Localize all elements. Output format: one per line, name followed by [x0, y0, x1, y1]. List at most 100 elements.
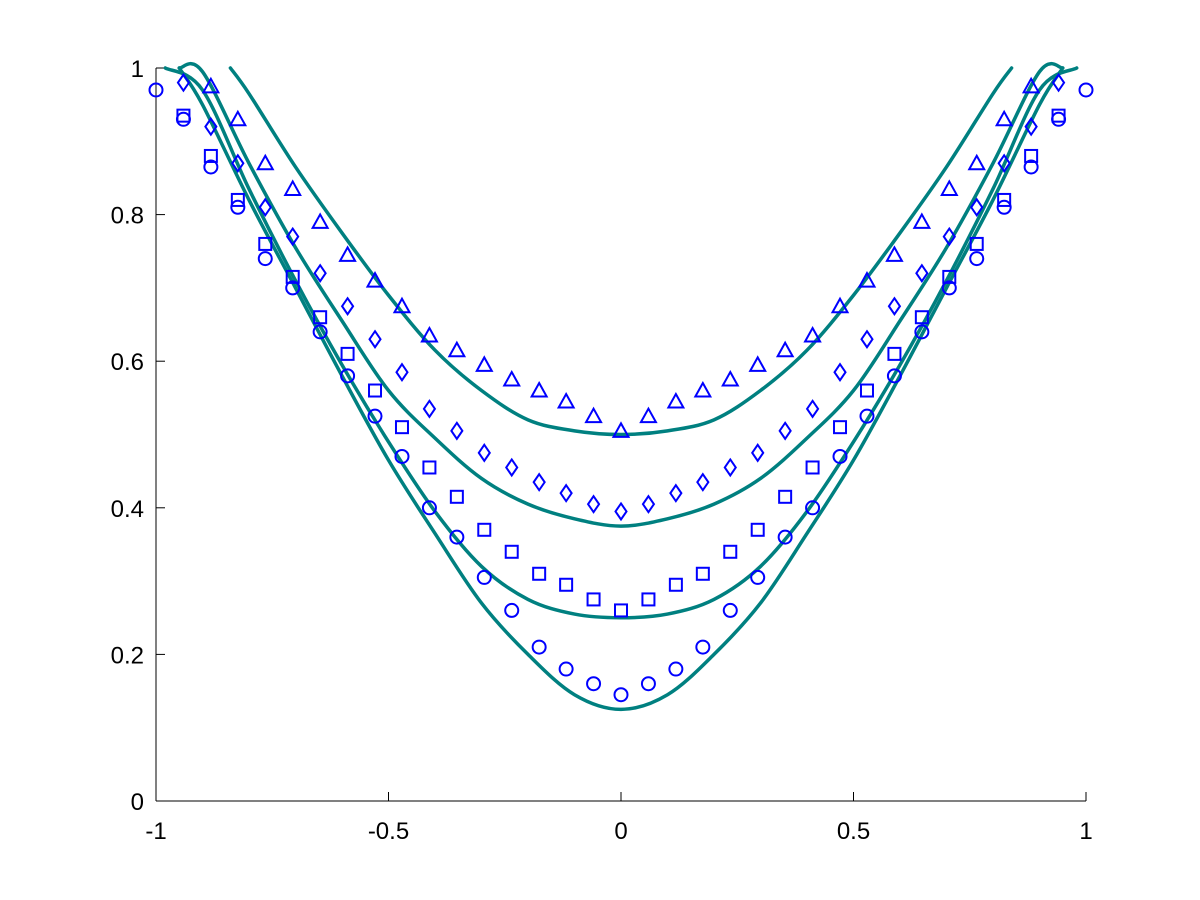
circle-marker: [805, 500, 821, 516]
diamond-series: [176, 72, 1066, 522]
circle-marker: [668, 661, 684, 677]
y-tick-label: 1: [131, 56, 144, 83]
triangle-marker: [256, 153, 275, 171]
diamond-marker: [477, 443, 492, 463]
square-marker: [723, 544, 738, 559]
diamond-marker: [1024, 116, 1038, 137]
square-marker: [176, 108, 191, 123]
triangle-marker: [365, 271, 385, 288]
diamond-marker: [997, 153, 1011, 174]
circle-marker: [695, 639, 711, 655]
diamond-marker: [970, 197, 984, 218]
triangle-marker: [1021, 76, 1041, 94]
diamond-marker: [559, 483, 573, 503]
y-tick-label: 0.4: [111, 496, 144, 523]
circle-marker: [203, 159, 219, 175]
square-marker: [203, 148, 218, 163]
diamond-marker: [750, 443, 765, 463]
circle-marker: [1051, 111, 1067, 127]
diamond-marker: [368, 329, 382, 349]
triangle-marker: [639, 406, 658, 424]
square-marker: [942, 269, 957, 284]
square-marker: [914, 310, 929, 325]
y-tick-label: 0: [131, 789, 144, 816]
circle-marker: [285, 280, 301, 296]
square-marker: [449, 489, 464, 504]
diamond-marker: [586, 494, 601, 514]
square-marker: [1051, 108, 1066, 123]
diamond-marker: [860, 329, 874, 349]
y-tick-label: 0.8: [111, 203, 144, 230]
circle-marker: [531, 639, 547, 655]
triangle-marker: [475, 355, 494, 372]
triangle-marker: [392, 296, 412, 314]
triangle-marker: [529, 380, 549, 398]
ticks: [155, 67, 1087, 802]
square-marker: [833, 420, 848, 435]
triangle-marker: [584, 406, 603, 424]
circle-marker: [476, 569, 492, 585]
square-marker: [532, 566, 547, 581]
diamond-marker: [915, 263, 929, 284]
square-marker: [368, 383, 383, 398]
triangle-marker: [830, 296, 850, 314]
triangle-marker: [283, 179, 302, 196]
circle-marker: [777, 529, 793, 545]
x-tick-label: -0.5: [368, 818, 409, 845]
diamond-marker: [805, 399, 820, 419]
circle-marker: [586, 676, 602, 692]
circle-marker: [175, 111, 191, 127]
square-marker: [750, 522, 765, 537]
circle-marker: [969, 251, 985, 267]
square-marker: [258, 236, 273, 251]
circle-marker: [1078, 82, 1094, 98]
triangle-marker: [420, 325, 439, 343]
circle-marker: [832, 448, 848, 464]
circle-marker: [914, 324, 930, 340]
square-marker: [586, 592, 601, 607]
square-marker: [969, 236, 984, 251]
diamond-marker: [204, 116, 218, 137]
triangle-marker: [338, 245, 357, 262]
diamond-marker: [258, 197, 272, 218]
square-marker: [340, 346, 355, 361]
circle-marker: [886, 368, 902, 384]
circle-marker: [640, 676, 656, 692]
circle-marker: [504, 602, 520, 618]
triangle-series: [201, 76, 1041, 438]
triangle-marker: [556, 391, 576, 409]
y-tick-label: 0.6: [111, 349, 144, 376]
diamond-marker: [313, 263, 327, 284]
diamond-marker: [1051, 72, 1066, 93]
diamond-marker: [395, 362, 409, 382]
triangle-marker: [201, 76, 221, 94]
square-marker: [477, 522, 492, 537]
fitted-curve-4: [228, 66, 1014, 437]
square-series: [176, 108, 1066, 618]
square-marker: [285, 269, 300, 284]
fitted-curve-3: [177, 61, 1065, 528]
triangle-marker: [447, 340, 467, 358]
diamond-marker: [422, 399, 437, 419]
square-marker: [778, 489, 793, 504]
circle-marker: [941, 280, 957, 296]
circle-marker: [257, 251, 273, 267]
square-marker: [559, 577, 574, 592]
square-marker: [859, 383, 874, 398]
square-marker: [805, 460, 820, 475]
x-tick-label: -1: [145, 818, 166, 845]
diamond-marker: [285, 226, 300, 247]
triangle-marker: [994, 109, 1014, 127]
square-marker: [695, 566, 710, 581]
circle-marker: [421, 500, 437, 516]
triangle-marker: [666, 391, 686, 409]
diamond-marker: [669, 483, 683, 503]
circle-marker: [340, 368, 356, 384]
square-marker: [887, 346, 902, 361]
fitted-curve-2: [163, 66, 1079, 620]
circle-series: [148, 82, 1094, 703]
triangle-marker: [310, 212, 330, 229]
square-marker: [313, 310, 328, 325]
triangle-marker: [857, 271, 877, 288]
triangle-marker: [228, 109, 248, 127]
